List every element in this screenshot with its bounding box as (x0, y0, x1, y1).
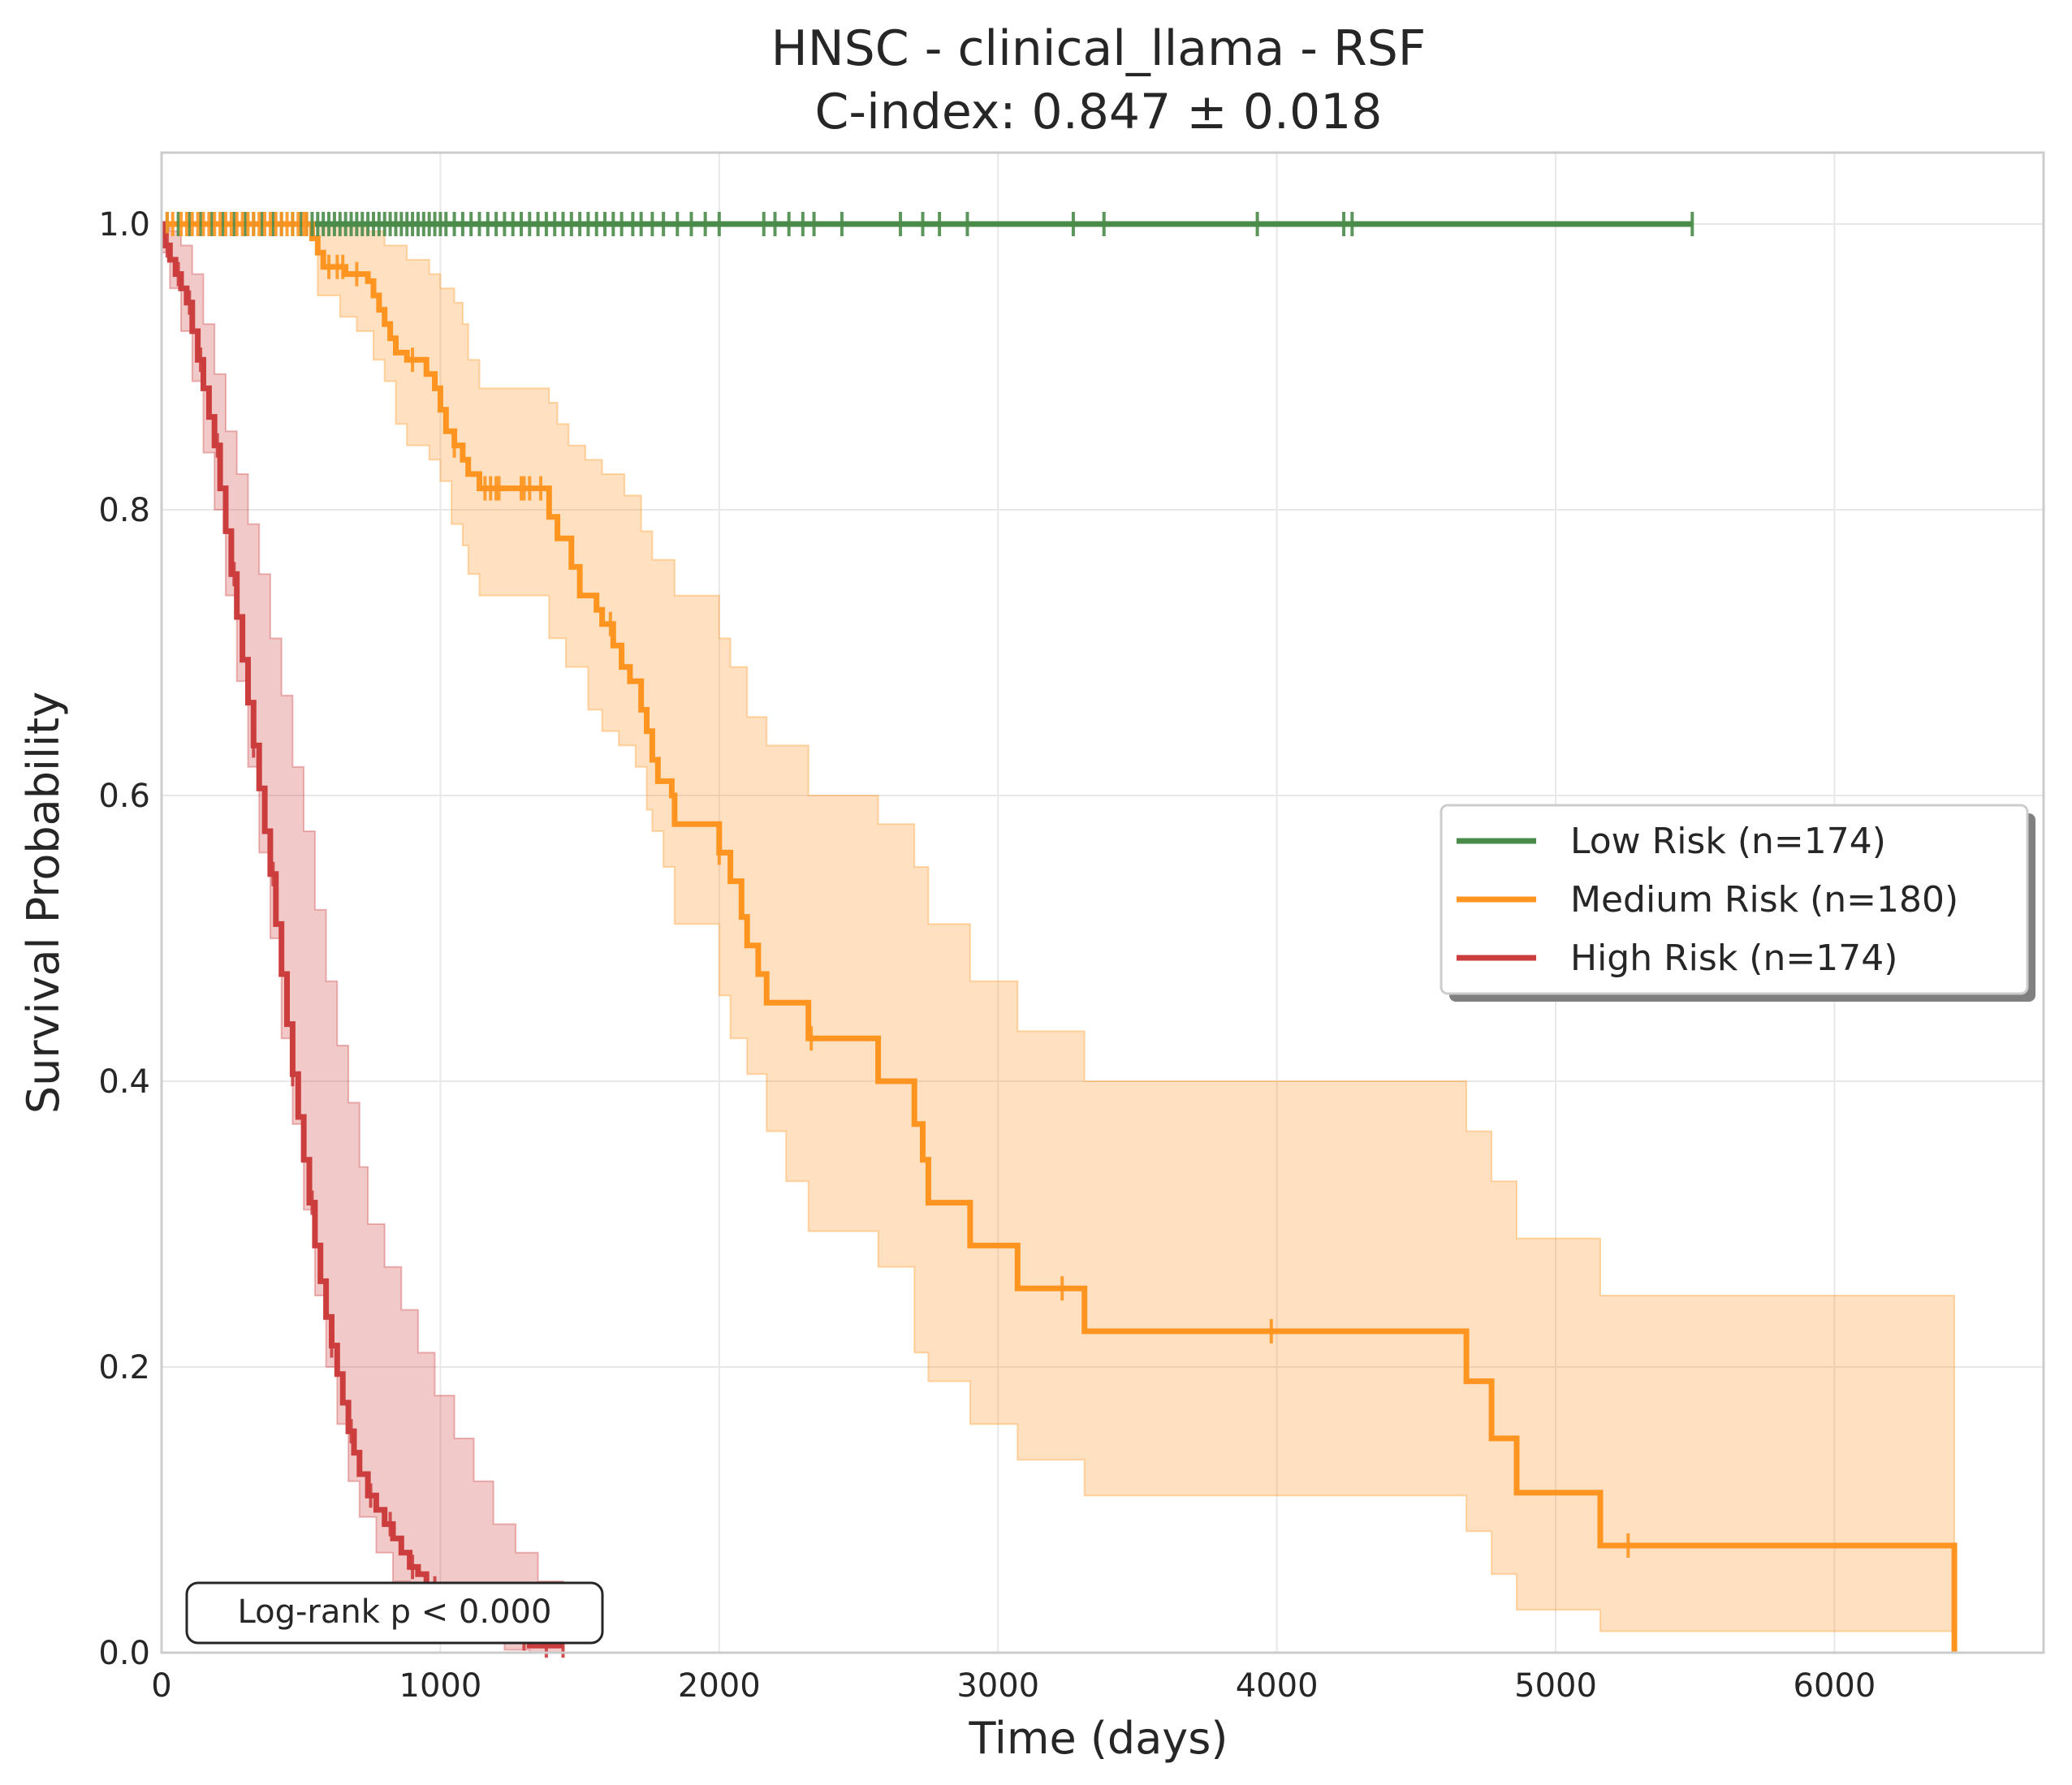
x-axis-ticks: 0 1000 2000 3000 4000 5000 6000 (151, 1667, 1876, 1705)
x-tick-label: 2000 (678, 1667, 761, 1705)
legend-label-high-risk: High Risk (n=174) (1570, 938, 1897, 979)
legend: Low Risk (n=174) Medium Risk (n=180) High … (1440, 804, 2035, 1002)
legend-box (1440, 804, 2029, 995)
x-tick-label: 4000 (1236, 1667, 1319, 1705)
x-tick-label: 6000 (1794, 1667, 1876, 1705)
y-tick-label: 0.0 (98, 1635, 150, 1672)
x-tick-label: 5000 (1514, 1667, 1597, 1705)
high-risk-confidence-band (161, 223, 564, 1653)
y-axis-label: Survival Probability (18, 692, 69, 1114)
medium-risk-survival-curve (162, 221, 1958, 1653)
x-tick-label: 0 (151, 1667, 171, 1705)
legend-label-medium-risk: Medium Risk (n=180) (1570, 879, 1958, 921)
y-tick-label: 1.0 (98, 206, 150, 244)
confidence-bands (161, 223, 1956, 1653)
annotation-text: Log-rank p < 0.000 (238, 1593, 552, 1631)
y-tick-label: 0.4 (98, 1063, 150, 1101)
plot-frame (160, 151, 2045, 1654)
y-tick-label: 0.2 (98, 1349, 150, 1386)
y-tick-label: 0.6 (98, 778, 150, 815)
y-tick-label: 0.8 (98, 492, 150, 529)
x-axis-label: Time (days) (969, 1713, 1228, 1764)
annotation-box (185, 1581, 604, 1645)
chart-subtitle: C-index: 0.847 ± 0.018 (815, 84, 1383, 140)
x-tick-label: 1000 (399, 1667, 482, 1705)
legend-items: Low Risk (n=174) Medium Risk (n=180) High … (1457, 821, 1958, 979)
legend-label-low-risk: Low Risk (n=174) (1570, 821, 1886, 862)
high-risk-survival-curve (161, 221, 563, 1649)
chart-title: HNSC - clinical_llama - RSF (771, 20, 1427, 77)
medium-risk-confidence-band (162, 223, 1956, 1632)
y-axis-ticks: 0.0 0.2 0.4 0.6 0.8 1.0 (98, 206, 150, 1672)
logrank-annotation: Log-rank p < 0.000 (185, 1581, 604, 1645)
x-tick-label: 3000 (956, 1667, 1039, 1705)
